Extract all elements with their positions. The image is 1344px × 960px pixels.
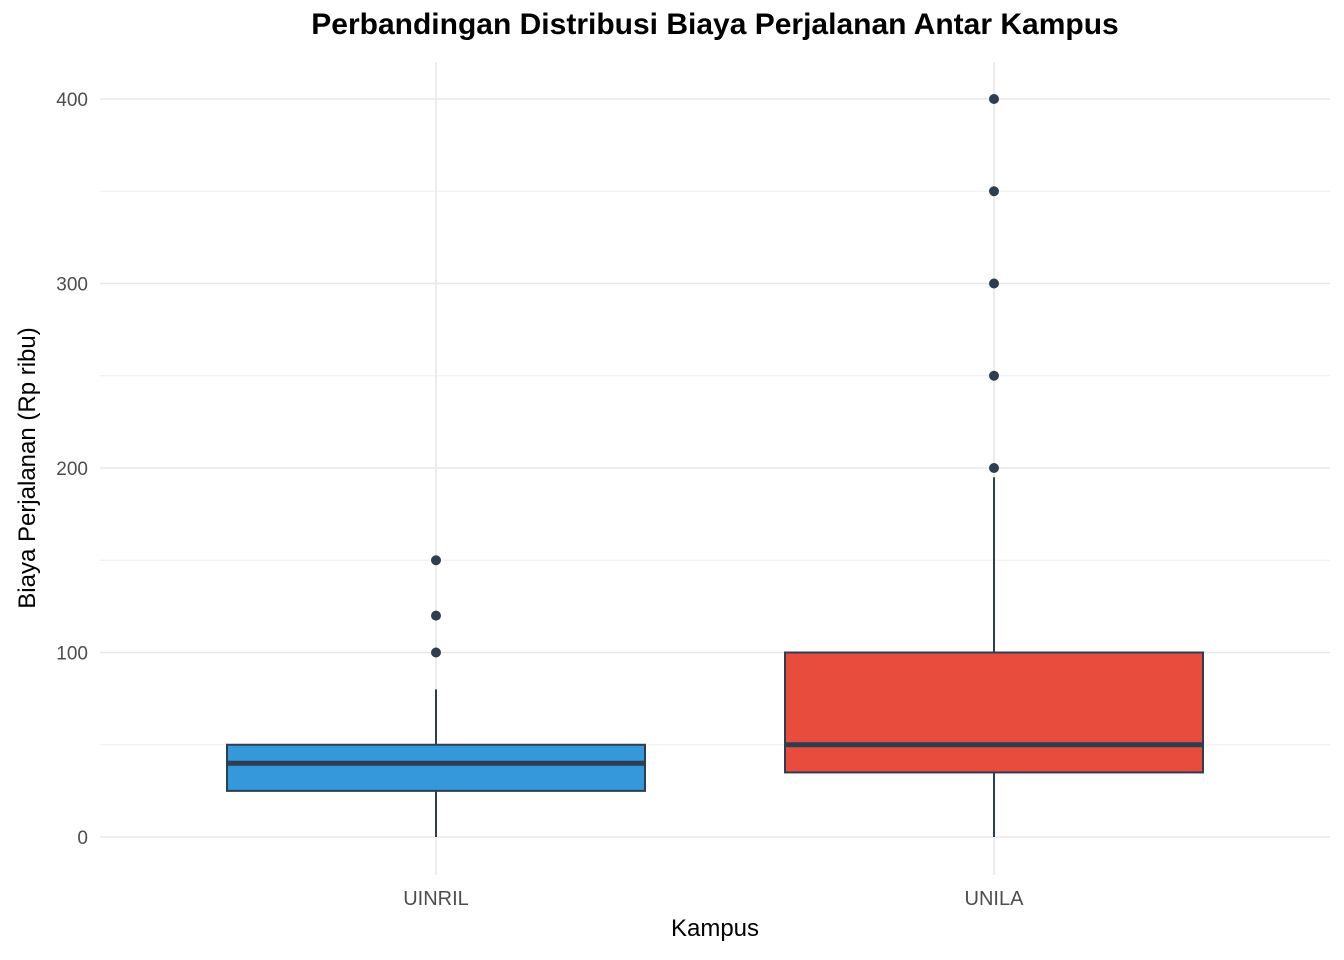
box — [226, 743, 646, 792]
chart-title: Perbandingan Distribusi Biaya Perjalanan… — [311, 8, 1119, 41]
outlier-point — [989, 370, 999, 381]
y-tick-label: 200 — [56, 459, 88, 480]
y-tick-label: 0 — [77, 828, 88, 849]
x-axis-label: Kampus — [670, 915, 760, 942]
x-tick-label: UNILA — [965, 888, 1025, 910]
boxplots — [226, 94, 1204, 837]
outlier-point — [989, 278, 999, 289]
outlier-point — [989, 94, 999, 104]
y-tick-label: 400 — [56, 90, 88, 111]
box — [784, 651, 1204, 774]
outlier-point — [431, 610, 441, 621]
x-tick-label: UINRIL — [403, 888, 469, 910]
y-axis-ticks: 0 100 200 300 400 — [56, 90, 88, 849]
outlier-point — [989, 463, 999, 473]
x-axis-ticks: UINRIL UNILA — [403, 888, 1024, 910]
outlier-point — [431, 647, 441, 658]
y-tick-label: 100 — [56, 644, 88, 665]
boxplot-unila — [784, 94, 1204, 837]
outlier-point — [989, 186, 999, 197]
outlier-point — [431, 555, 441, 566]
y-tick-label: 300 — [56, 275, 88, 296]
boxplot-uinril — [226, 555, 646, 837]
